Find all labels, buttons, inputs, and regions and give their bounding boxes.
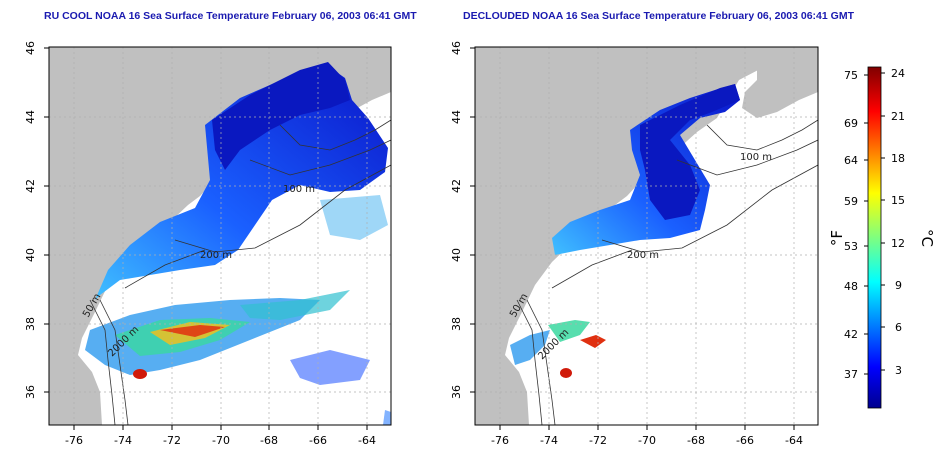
left-lon-label: -66 (309, 434, 327, 447)
right-lon-label: -74 (540, 434, 558, 447)
colorbar-c-tick: 12 (891, 237, 905, 250)
right-lat-label: 38 (450, 317, 463, 331)
colorbar-f-tick: 69 (844, 117, 858, 130)
right-lon-label: -70 (638, 434, 656, 447)
left-contour-label-100m: 100 m (283, 184, 315, 195)
right-land (475, 47, 818, 425)
left-lat-label: 42 (24, 179, 37, 193)
colorbar-f-tick: 42 (844, 328, 858, 341)
colorbar-c-tick: 9 (895, 279, 902, 292)
colorbar-f-tick: 59 (844, 195, 858, 208)
right-lat-label: 46 (450, 41, 463, 55)
left-bathymetry-contours (89, 119, 391, 425)
right-panel-title: DECLOUDED NOAA 16 Sea Surface Temperatur… (463, 10, 854, 22)
left-lon-label: -70 (212, 434, 230, 447)
colorbar-gradient (867, 66, 882, 409)
colorbar-f-tick: 48 (844, 280, 858, 293)
left-graticule (49, 47, 391, 425)
colorbar-celsius-unit: °C (918, 229, 936, 247)
right-contour-label-200m: 200 m (627, 250, 659, 261)
right-map: 100 m 200 m 50 m 2000 m -76 -74 -72 -70 … (450, 41, 819, 447)
left-panel-title: RU COOL NOAA 16 Sea Surface Temperature … (44, 10, 417, 22)
colorbar-c-tick: 15 (891, 194, 905, 207)
colorbar-c-tick: 21 (891, 110, 905, 123)
left-contour-label-200m: 200 m (200, 250, 232, 261)
right-bathymetry-contours (516, 119, 818, 425)
left-lat-label: 46 (24, 41, 37, 55)
colorbar-f-tick: 53 (844, 240, 858, 253)
right-lon-label: -64 (785, 434, 803, 447)
left-lat-label: 40 (24, 248, 37, 262)
right-contour-label-100m: 100 m (740, 152, 772, 163)
right-land-nova-scotia (742, 47, 818, 118)
colorbar-fahrenheit-unit: °F (828, 230, 846, 246)
right-lon-label: -76 (491, 434, 509, 447)
colorbar-c-tick: 6 (895, 321, 902, 334)
left-lon-label: -76 (65, 434, 83, 447)
right-lon-label: -68 (687, 434, 705, 447)
colorbar-c-tick: 24 (891, 67, 905, 80)
left-ticks (44, 47, 368, 430)
right-lat-label: 44 (450, 110, 463, 124)
left-map: 100 m 200 m 50 m 2000 m -76 -74 -72 -70 … (24, 41, 392, 447)
right-lat-label: 40 (450, 248, 463, 262)
right-lon-label: -72 (589, 434, 607, 447)
left-lon-label: -64 (358, 434, 376, 447)
left-land (49, 47, 391, 425)
left-lat-label: 36 (24, 385, 37, 399)
right-lon-label: -66 (736, 434, 754, 447)
left-sst-data (85, 62, 391, 425)
left-lon-label: -72 (163, 434, 181, 447)
colorbar-c-tick: 3 (895, 364, 902, 377)
left-lat-label: 44 (24, 110, 37, 124)
left-map-frame (48, 46, 392, 426)
right-graticule (475, 47, 818, 425)
colorbar-f-tick: 64 (844, 154, 858, 167)
colorbar-c-tick: 18 (891, 152, 905, 165)
left-lat-label: 38 (24, 317, 37, 331)
colorbar-f-tick: 75 (844, 69, 858, 82)
right-lat-label: 42 (450, 179, 463, 193)
colorbar: 75 69 64 59 53 48 42 37 24 21 18 15 12 9… (828, 66, 936, 409)
right-ticks (470, 47, 795, 430)
colorbar-f-tick: 37 (844, 368, 858, 381)
left-lon-label: -74 (114, 434, 132, 447)
right-lat-label: 36 (450, 385, 463, 399)
left-lon-label: -68 (260, 434, 278, 447)
